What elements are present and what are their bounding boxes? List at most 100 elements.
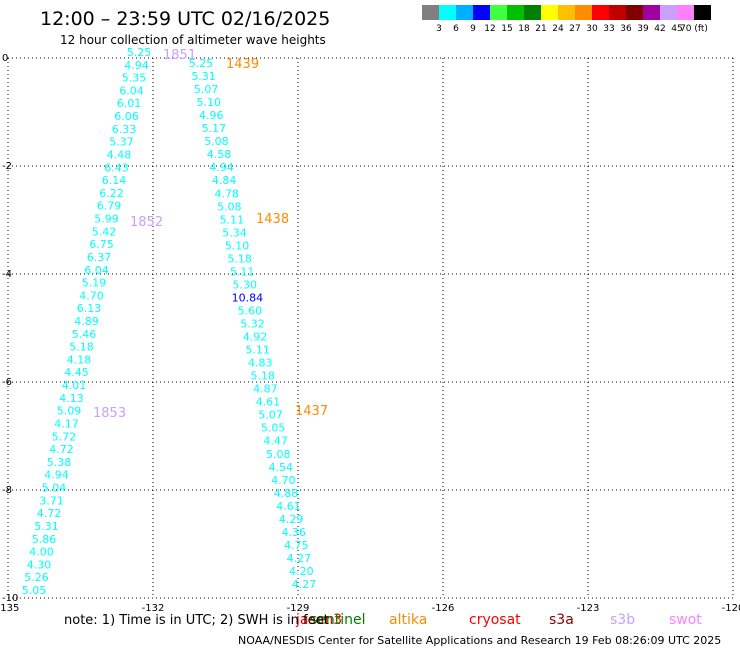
wave-height-label: 5.35 <box>122 72 147 85</box>
wave-height-label: 4.87 <box>253 383 278 396</box>
satellite-name: s3b <box>610 612 636 628</box>
color-swatch <box>592 5 609 20</box>
wave-height-label: 6.04 <box>84 264 109 277</box>
wave-height-label: 6.43 <box>104 161 129 174</box>
wave-height-label: 5.10 <box>196 96 221 109</box>
credit-line: NOAA/NESDIS Center for Satellite Applica… <box>238 634 722 647</box>
satellite-name: cryosat <box>469 612 521 628</box>
wave-height-label: 5.37 <box>109 136 134 149</box>
wave-height-label: 5.25 <box>189 57 214 70</box>
color-swatch <box>473 5 490 20</box>
wave-height-label: 5.60 <box>238 304 263 317</box>
wave-height-label: 4.70 <box>79 289 104 302</box>
wave-height-label: 4.30 <box>27 558 52 571</box>
wave-height-label: 4.47 <box>263 435 288 448</box>
wave-height-label: 6.14 <box>102 174 127 187</box>
time-label: 1851 <box>163 48 196 63</box>
wave-height-label: 5.17 <box>202 122 227 135</box>
wave-height-label: 5.26 <box>24 571 49 584</box>
footnote: note: 1) Time is in UTC; 2) SWH is in fe… <box>64 613 329 628</box>
wave-height-label: 4.17 <box>54 417 79 430</box>
time-label: 1438 <box>256 212 289 227</box>
wave-height-label: 5.10 <box>225 239 250 252</box>
wave-height-label: 5.07 <box>258 409 283 422</box>
wave-height-label: 4.01 <box>62 379 87 392</box>
wave-height-label: 6.22 <box>99 187 124 200</box>
wave-height-label: 4.61 <box>276 500 301 513</box>
wave-height-label: 4.72 <box>37 507 62 520</box>
y-tick-label: -6 <box>2 377 12 388</box>
wave-height-label: 5.42 <box>92 225 117 238</box>
wave-height-label: 5.38 <box>47 456 72 469</box>
wave-height-label: 5.46 <box>72 328 97 341</box>
wave-height-label: 4.27 <box>292 578 317 591</box>
satellite-name: swot <box>669 612 702 628</box>
x-tick-label: -120 <box>722 603 740 614</box>
chart-subtitle: 12 hour collection of altimeter wave hei… <box>60 33 326 47</box>
chart-title: 12:00 – 23:59 UTC 02/16/2025 <box>40 8 331 30</box>
wave-height-label: 6.79 <box>97 200 122 213</box>
time-label: 1852 <box>130 215 163 230</box>
wave-height-label: 4.70 <box>271 474 296 487</box>
wave-height-label: 5.18 <box>69 341 94 354</box>
wave-height-label: 4.20 <box>289 565 314 578</box>
color-swatch <box>643 5 660 20</box>
color-scale-label: 9 <box>470 24 476 34</box>
time-label: 1437 <box>295 404 328 419</box>
color-scale-label: 39 <box>637 24 649 34</box>
wave-height-label: 6.04 <box>119 84 144 97</box>
wave-height-label: 4.18 <box>67 353 92 366</box>
wave-height-label: 5.04 <box>42 482 67 495</box>
color-swatch <box>422 5 439 20</box>
color-scale-label: 6 <box>453 24 459 34</box>
color-scale-label: 45 <box>671 24 682 34</box>
color-scale-label: 30 <box>586 24 598 34</box>
wave-height-label: 4.54 <box>269 461 294 474</box>
wave-height-label: 4.45 <box>64 366 89 379</box>
wave-height-label: 5.32 <box>240 318 265 331</box>
color-scale-label: 12 <box>484 24 495 34</box>
wave-height-label: 4.58 <box>207 148 232 161</box>
color-scale-label: 33 <box>603 24 614 34</box>
wave-height-label: 6.37 <box>87 251 112 264</box>
wave-height-label: 5.34 <box>222 226 247 239</box>
wave-height-label: 5.09 <box>57 405 82 418</box>
wave-height-label: 6.01 <box>117 97 142 110</box>
wave-height-label: 5.86 <box>32 533 57 546</box>
color-swatch <box>626 5 643 20</box>
wave-height-label: 4.00 <box>29 546 54 559</box>
color-swatch <box>507 5 524 20</box>
color-swatch <box>575 5 592 20</box>
wave-height-label: 5.31 <box>191 70 216 83</box>
wave-height-label: 4.72 <box>49 443 74 456</box>
color-scale-label: 21 <box>535 24 546 34</box>
wave-height-label: 5.19 <box>82 277 107 290</box>
wave-height-label: 6.33 <box>112 123 137 136</box>
color-swatch <box>694 5 711 20</box>
x-tick-label: -135 <box>0 603 19 614</box>
wave-height-label: 4.88 <box>274 487 299 500</box>
wave-height-label: 6.06 <box>114 110 139 123</box>
color-swatch <box>490 5 507 20</box>
wave-height-label: 4.36 <box>281 526 306 539</box>
wave-height-label: 5.31 <box>34 520 59 533</box>
wave-height-label: 10.84 <box>232 291 264 304</box>
wave-height-label: 4.94 <box>124 59 149 72</box>
satellite-name: sentinel <box>310 612 366 628</box>
satellite-legend: jason3 sentinel altika cryosat s3a s3b swot <box>0 612 740 630</box>
color-swatch <box>439 5 456 20</box>
wave-height-label: 5.05 <box>22 584 47 597</box>
wave-height-label: 4.78 <box>215 187 240 200</box>
wave-height-label: 5.11 <box>245 344 270 357</box>
wave-height-label: 5.08 <box>217 200 242 213</box>
x-tick-label: -126 <box>432 603 455 614</box>
wave-height-label: 5.08 <box>204 135 229 148</box>
y-tick-label: -2 <box>2 161 12 172</box>
y-tick-label: -8 <box>2 485 12 496</box>
y-tick-label: 0 <box>2 53 8 64</box>
wave-height-label: 4.61 <box>256 396 281 409</box>
color-scale-label: 27 <box>569 24 580 34</box>
wave-height-label: 4.29 <box>279 513 304 526</box>
color-swatch <box>660 5 677 20</box>
wave-height-label: 4.96 <box>199 109 224 122</box>
